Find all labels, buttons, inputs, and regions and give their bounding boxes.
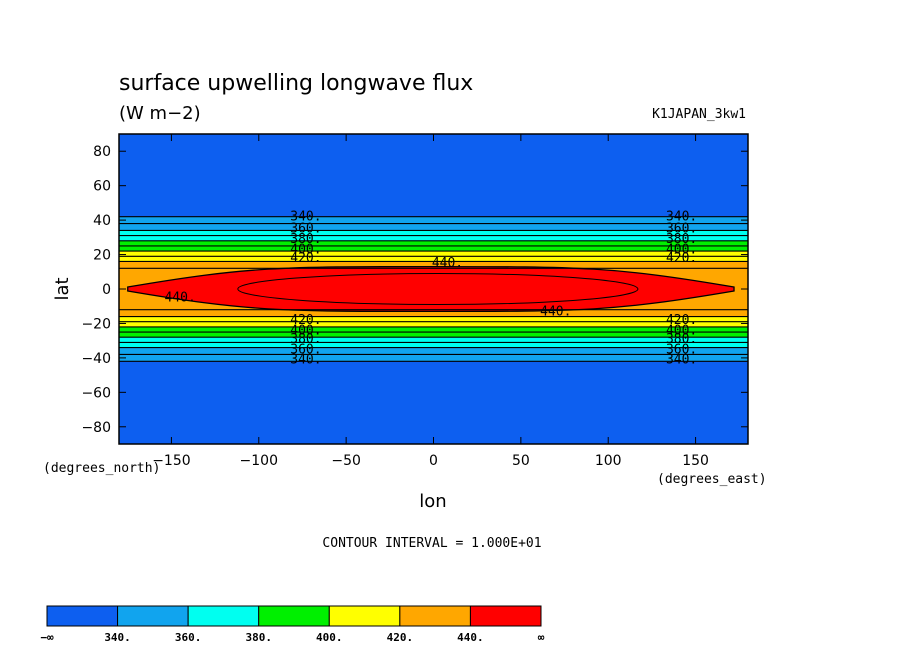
colorbar-swatch (469, 605, 542, 627)
x-axis-units: (degrees_east) (657, 472, 767, 487)
contour-line-inner (237, 273, 639, 305)
colorbar-label: ∞ (538, 631, 545, 644)
contour-label: 380. (290, 332, 321, 347)
x-axis-label: lon (419, 491, 446, 512)
y-tick-label: 20 (93, 248, 111, 264)
contour-label: 420. (290, 313, 321, 328)
y-tick-label: −40 (81, 351, 111, 367)
colorbar: −∞ 340. 360. 380. 400. 420. 440. ∞ (40, 605, 545, 644)
colorbar-label: 380. (245, 631, 272, 644)
contour-label: 360. (666, 222, 697, 237)
x-tick-label: 100 (595, 453, 622, 469)
colorbar-swatch (399, 605, 471, 627)
y-tick-label: 60 (93, 179, 111, 195)
colorbar-label: 340. (104, 631, 131, 644)
colorbar-label: 440. (457, 631, 484, 644)
y-axis-units: (degrees_north) (43, 461, 160, 476)
x-tick-label: 150 (682, 453, 709, 469)
contour-interval-note: CONTOUR INTERVAL = 1.000E+01 (322, 536, 541, 551)
plot-area (119, 134, 748, 444)
y-tick-label: 40 (93, 213, 111, 229)
contour-label: 340. (290, 210, 321, 225)
y-tick-label: −60 (81, 385, 111, 401)
x-tick-label: 0 (429, 453, 438, 469)
y-tick-label: 80 (93, 144, 111, 160)
contour-label: 400. (290, 242, 321, 257)
colorbar-label: 420. (387, 631, 414, 644)
chart-units: (W m−2) (119, 103, 201, 124)
x-axis: −150 −100 −50 0 50 100 150 (152, 134, 709, 469)
contour-label: 340. (290, 353, 321, 368)
y-axis: 80 60 40 20 0 −20 −40 −60 −80 (81, 144, 748, 436)
colorbar-swatch (187, 605, 260, 627)
contour-label: 340. (666, 210, 697, 225)
contour-label: 360. (290, 342, 321, 357)
contour-line-440 (127, 265, 735, 313)
contour-label: 420. (666, 251, 697, 266)
contour-label: 340. (666, 353, 697, 368)
x-tick-label: −100 (240, 453, 278, 469)
contour-label: 380. (666, 332, 697, 347)
contour-label: 360. (290, 222, 321, 237)
contour-label: 440. (432, 256, 463, 271)
colorbar-swatch (117, 605, 189, 627)
colorbar-label: 360. (175, 631, 202, 644)
contour-label: 360. (666, 342, 697, 357)
contour-labels: 340.360.380.400.420.340.360.380.400.420.… (164, 210, 697, 368)
contour-label: 420. (666, 313, 697, 328)
contour-label: 400. (666, 323, 697, 338)
x-tick-label: 50 (512, 453, 530, 469)
y-tick-label: −20 (81, 316, 111, 332)
contour-label: 440. (164, 291, 195, 306)
colorbar-swatch (328, 605, 401, 627)
chart-title: surface upwelling longwave flux (119, 71, 473, 96)
y-tick-label: −80 (81, 420, 111, 436)
contour-label: 400. (666, 242, 697, 257)
contour-label: 380. (666, 232, 697, 247)
colorbar-swatch (258, 605, 330, 627)
contour-label: 380. (290, 232, 321, 247)
x-tick-label: −50 (331, 453, 361, 469)
y-axis-label: lat (52, 277, 73, 300)
colorbar-label: −∞ (40, 631, 54, 644)
colorbar-label: 400. (316, 631, 343, 644)
dataset-label: K1JAPAN_3kw1 (652, 107, 746, 122)
y-tick-label: 0 (102, 282, 111, 298)
colorbar-swatch (46, 605, 119, 627)
contour-label: 440. (540, 304, 571, 319)
x-tick-label: −150 (152, 453, 190, 469)
contour-label: 420. (290, 251, 321, 266)
contour-label: 400. (290, 323, 321, 338)
